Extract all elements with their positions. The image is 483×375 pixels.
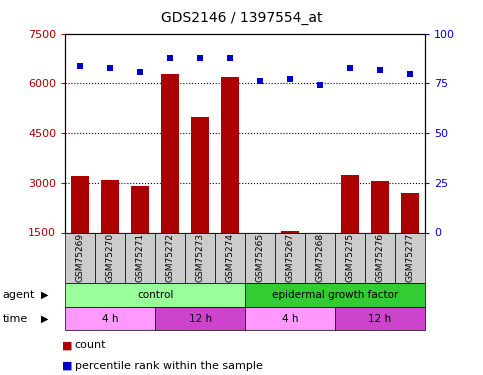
Text: control: control: [137, 290, 173, 300]
Text: ▶: ▶: [41, 314, 48, 324]
Text: GSM75267: GSM75267: [285, 233, 295, 282]
Point: [106, 64, 114, 70]
Point: [226, 55, 234, 61]
Point: [166, 55, 174, 61]
Text: GSM75274: GSM75274: [226, 233, 235, 282]
Text: GSM75275: GSM75275: [345, 233, 355, 282]
Point: [286, 76, 294, 82]
Bar: [131, 186, 149, 232]
Text: GSM75265: GSM75265: [256, 233, 265, 282]
Text: 12 h: 12 h: [188, 314, 212, 324]
Point: [346, 64, 354, 70]
Text: GSM75268: GSM75268: [315, 233, 325, 282]
Point: [256, 78, 264, 84]
Text: time: time: [2, 314, 28, 324]
Bar: [251, 232, 269, 234]
Point: [196, 55, 204, 61]
Bar: [401, 193, 419, 232]
Bar: [161, 74, 179, 232]
Text: GSM75271: GSM75271: [136, 233, 145, 282]
Point: [376, 66, 384, 72]
Bar: [371, 181, 389, 232]
Bar: [281, 231, 299, 232]
Bar: [341, 174, 359, 232]
Text: ■: ■: [62, 361, 73, 371]
Text: 12 h: 12 h: [369, 314, 392, 324]
Text: ■: ■: [62, 340, 73, 350]
Text: GSM75276: GSM75276: [376, 233, 384, 282]
Text: agent: agent: [2, 290, 35, 300]
Text: GSM75277: GSM75277: [406, 233, 414, 282]
Bar: [221, 77, 239, 232]
Bar: [71, 176, 89, 232]
Bar: [191, 117, 209, 232]
Point: [316, 82, 324, 88]
Text: ▶: ▶: [41, 290, 48, 300]
Text: GSM75273: GSM75273: [196, 233, 205, 282]
Text: GSM75270: GSM75270: [106, 233, 114, 282]
Text: 4 h: 4 h: [282, 314, 298, 324]
Text: GDS2146 / 1397554_at: GDS2146 / 1397554_at: [161, 11, 322, 25]
Point: [76, 63, 84, 69]
Bar: [101, 180, 119, 232]
Point: [406, 70, 414, 76]
Text: percentile rank within the sample: percentile rank within the sample: [75, 361, 263, 371]
Text: GSM75272: GSM75272: [166, 233, 175, 282]
Text: GSM75269: GSM75269: [76, 233, 85, 282]
Text: epidermal growth factor: epidermal growth factor: [272, 290, 398, 300]
Text: 4 h: 4 h: [102, 314, 118, 324]
Bar: [311, 232, 329, 237]
Point: [136, 69, 144, 75]
Text: count: count: [75, 340, 106, 350]
